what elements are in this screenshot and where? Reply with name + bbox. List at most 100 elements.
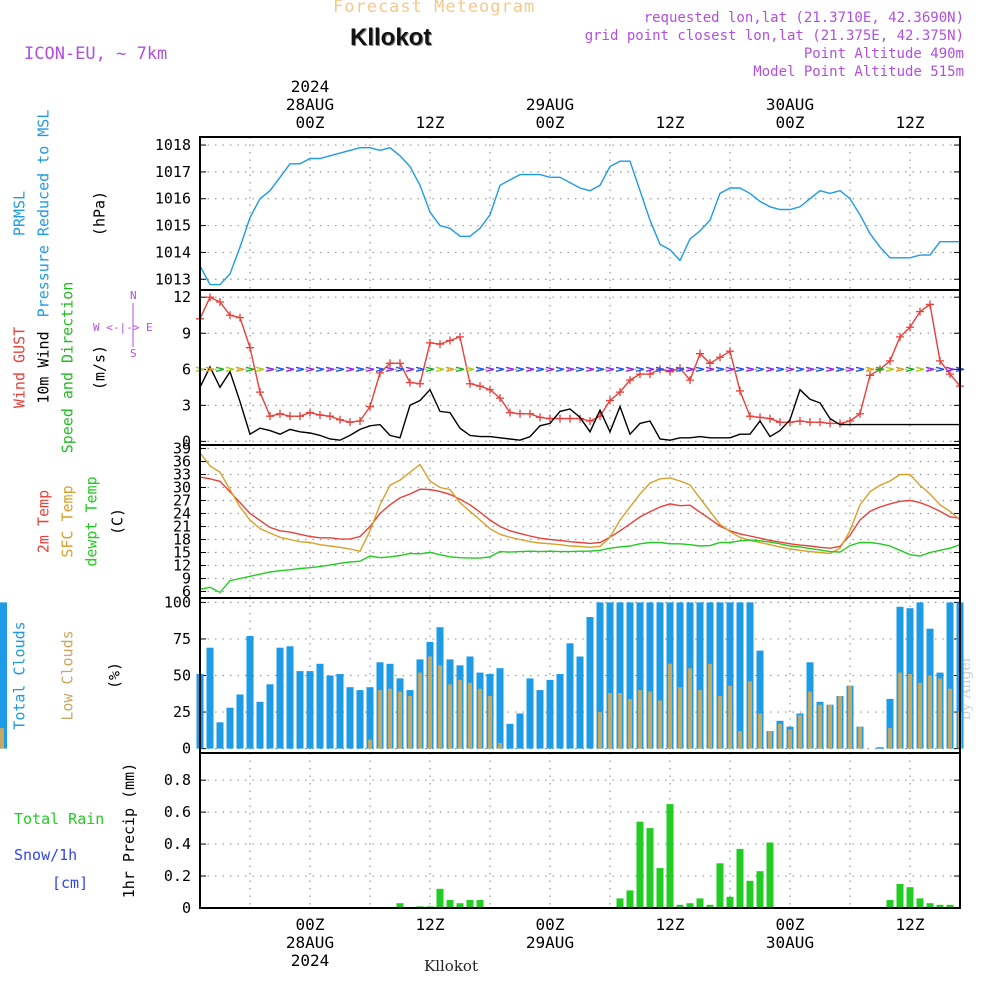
total-cloud-bar (586, 617, 594, 749)
wind-direction-arrow (895, 366, 905, 372)
rain-bar (476, 900, 484, 908)
wind-direction-arrow (735, 366, 745, 372)
temperature-ytick-label: 12 (173, 556, 191, 574)
footer-location: Kllokot (424, 957, 478, 975)
temperature-axis-label: SFC Temp (59, 485, 77, 557)
low-cloud-bar (368, 739, 372, 749)
clouds-ytick-label: 0 (182, 740, 191, 758)
gust-point (266, 412, 274, 421)
grid-point-coords: grid point closest lon,lat (21.375E, 42.… (584, 28, 964, 44)
total-cloud-bar (306, 671, 314, 749)
gust-point (206, 293, 214, 302)
wind-direction-arrow (545, 366, 555, 372)
wind-direction-arrow (455, 366, 465, 372)
wind-ytick-label: 3 (182, 396, 191, 414)
compass-s: S (130, 347, 137, 360)
gust-point (386, 359, 394, 368)
temperature-axis-label: 2m Temp (35, 490, 53, 553)
wind-ytick-label: 6 (182, 360, 191, 378)
total-cloud-bar (226, 707, 234, 749)
gust-point (896, 332, 904, 341)
low-cloud-bar (668, 663, 672, 749)
wind-direction-arrow (405, 366, 415, 372)
gust-point (296, 412, 304, 421)
bottom-time-label: 12Z (656, 915, 685, 934)
total-cloud-bar (616, 602, 624, 749)
wind-direction-arrow (445, 366, 455, 372)
pressure-axis-label: Pressure Reduced to MSL (35, 110, 53, 318)
bottom-time-label: 12Z (896, 915, 925, 934)
pressure-axis-label: (hPa) (91, 191, 109, 236)
gust-point (626, 376, 634, 385)
total-cloud-bar (246, 636, 254, 749)
temperature-panel (199, 444, 961, 599)
low-cloud-bar (608, 693, 612, 749)
wind-direction-arrow (275, 366, 285, 372)
wind-direction-arrow (815, 366, 825, 372)
wind-direction-arrow (765, 366, 775, 372)
temperature-ytick-label: 27 (173, 491, 191, 509)
requested-coords: requested lon,lat (21.3710E, 42.3690N) (643, 10, 964, 26)
temperature-axis-label: (C) (109, 508, 127, 535)
total-cloud-bar (566, 643, 574, 749)
gust-point (256, 388, 264, 397)
gust-point (566, 414, 574, 423)
low-cloud-bar (818, 704, 822, 749)
gust-point (926, 300, 934, 309)
low-cloud-bar (688, 668, 692, 749)
prmsl-line (199, 146, 960, 286)
clouds-axis-label: Total Clouds (11, 621, 29, 729)
rain-bar (896, 884, 904, 908)
low-cloud-bar (858, 726, 862, 749)
gust-point (476, 382, 484, 391)
gust-point (336, 415, 344, 424)
gust-point (806, 418, 814, 427)
low-cloud-bar (838, 696, 842, 749)
wind-direction-arrow (825, 366, 835, 372)
wind-direction-arrow (795, 366, 805, 372)
rain-bar (646, 828, 654, 908)
total-cloud-bar (606, 602, 614, 749)
total-cloud-bar (546, 679, 554, 749)
pressure-panel (199, 136, 961, 291)
gust-point (406, 378, 414, 387)
temperature-ytick-label: 18 (173, 530, 191, 548)
total-cloud-bar (646, 602, 654, 749)
low-cloud-bar (778, 723, 782, 749)
total-cloud-bar (596, 602, 604, 749)
rain-bar (726, 896, 734, 908)
wind-axis-label: Wind GUST (11, 327, 29, 408)
rain-bar (906, 887, 914, 908)
low-cloud-bar (638, 690, 642, 749)
temperature-axis-label: dewpt Temp (83, 476, 101, 566)
precip-legend-label: [cm] (52, 874, 88, 892)
top-time-label: 12Z (896, 113, 925, 132)
low-cloud-bar (488, 696, 492, 749)
total-cloud-bar (316, 663, 324, 749)
gust-point (446, 336, 454, 345)
wind-direction-arrow (335, 366, 345, 372)
low-cloud-bar (468, 682, 472, 749)
gust-point (246, 343, 254, 352)
gust-point (686, 376, 694, 385)
clouds-ytick-label: 100 (164, 593, 191, 611)
total-cloud-bar (286, 646, 294, 749)
wind-direction-arrow (865, 366, 875, 372)
wind-direction-arrow (235, 366, 245, 372)
low-cloud-bar (628, 698, 632, 749)
wind-axis-label: (m/s) (91, 345, 109, 390)
low-cloud-bar (718, 696, 722, 749)
gust-point (346, 418, 354, 427)
total-cloud-bar (696, 602, 704, 749)
gust-point (326, 412, 334, 421)
low-cloud-bar (928, 675, 932, 749)
gust-point (796, 416, 804, 425)
wind-direction-arrow (655, 366, 665, 372)
gust-point (416, 379, 424, 388)
precip-legend-label: Snow/1h (14, 846, 77, 864)
gust-point (886, 356, 894, 365)
low-cloud-bar (888, 728, 892, 749)
rain-bar (666, 804, 674, 908)
